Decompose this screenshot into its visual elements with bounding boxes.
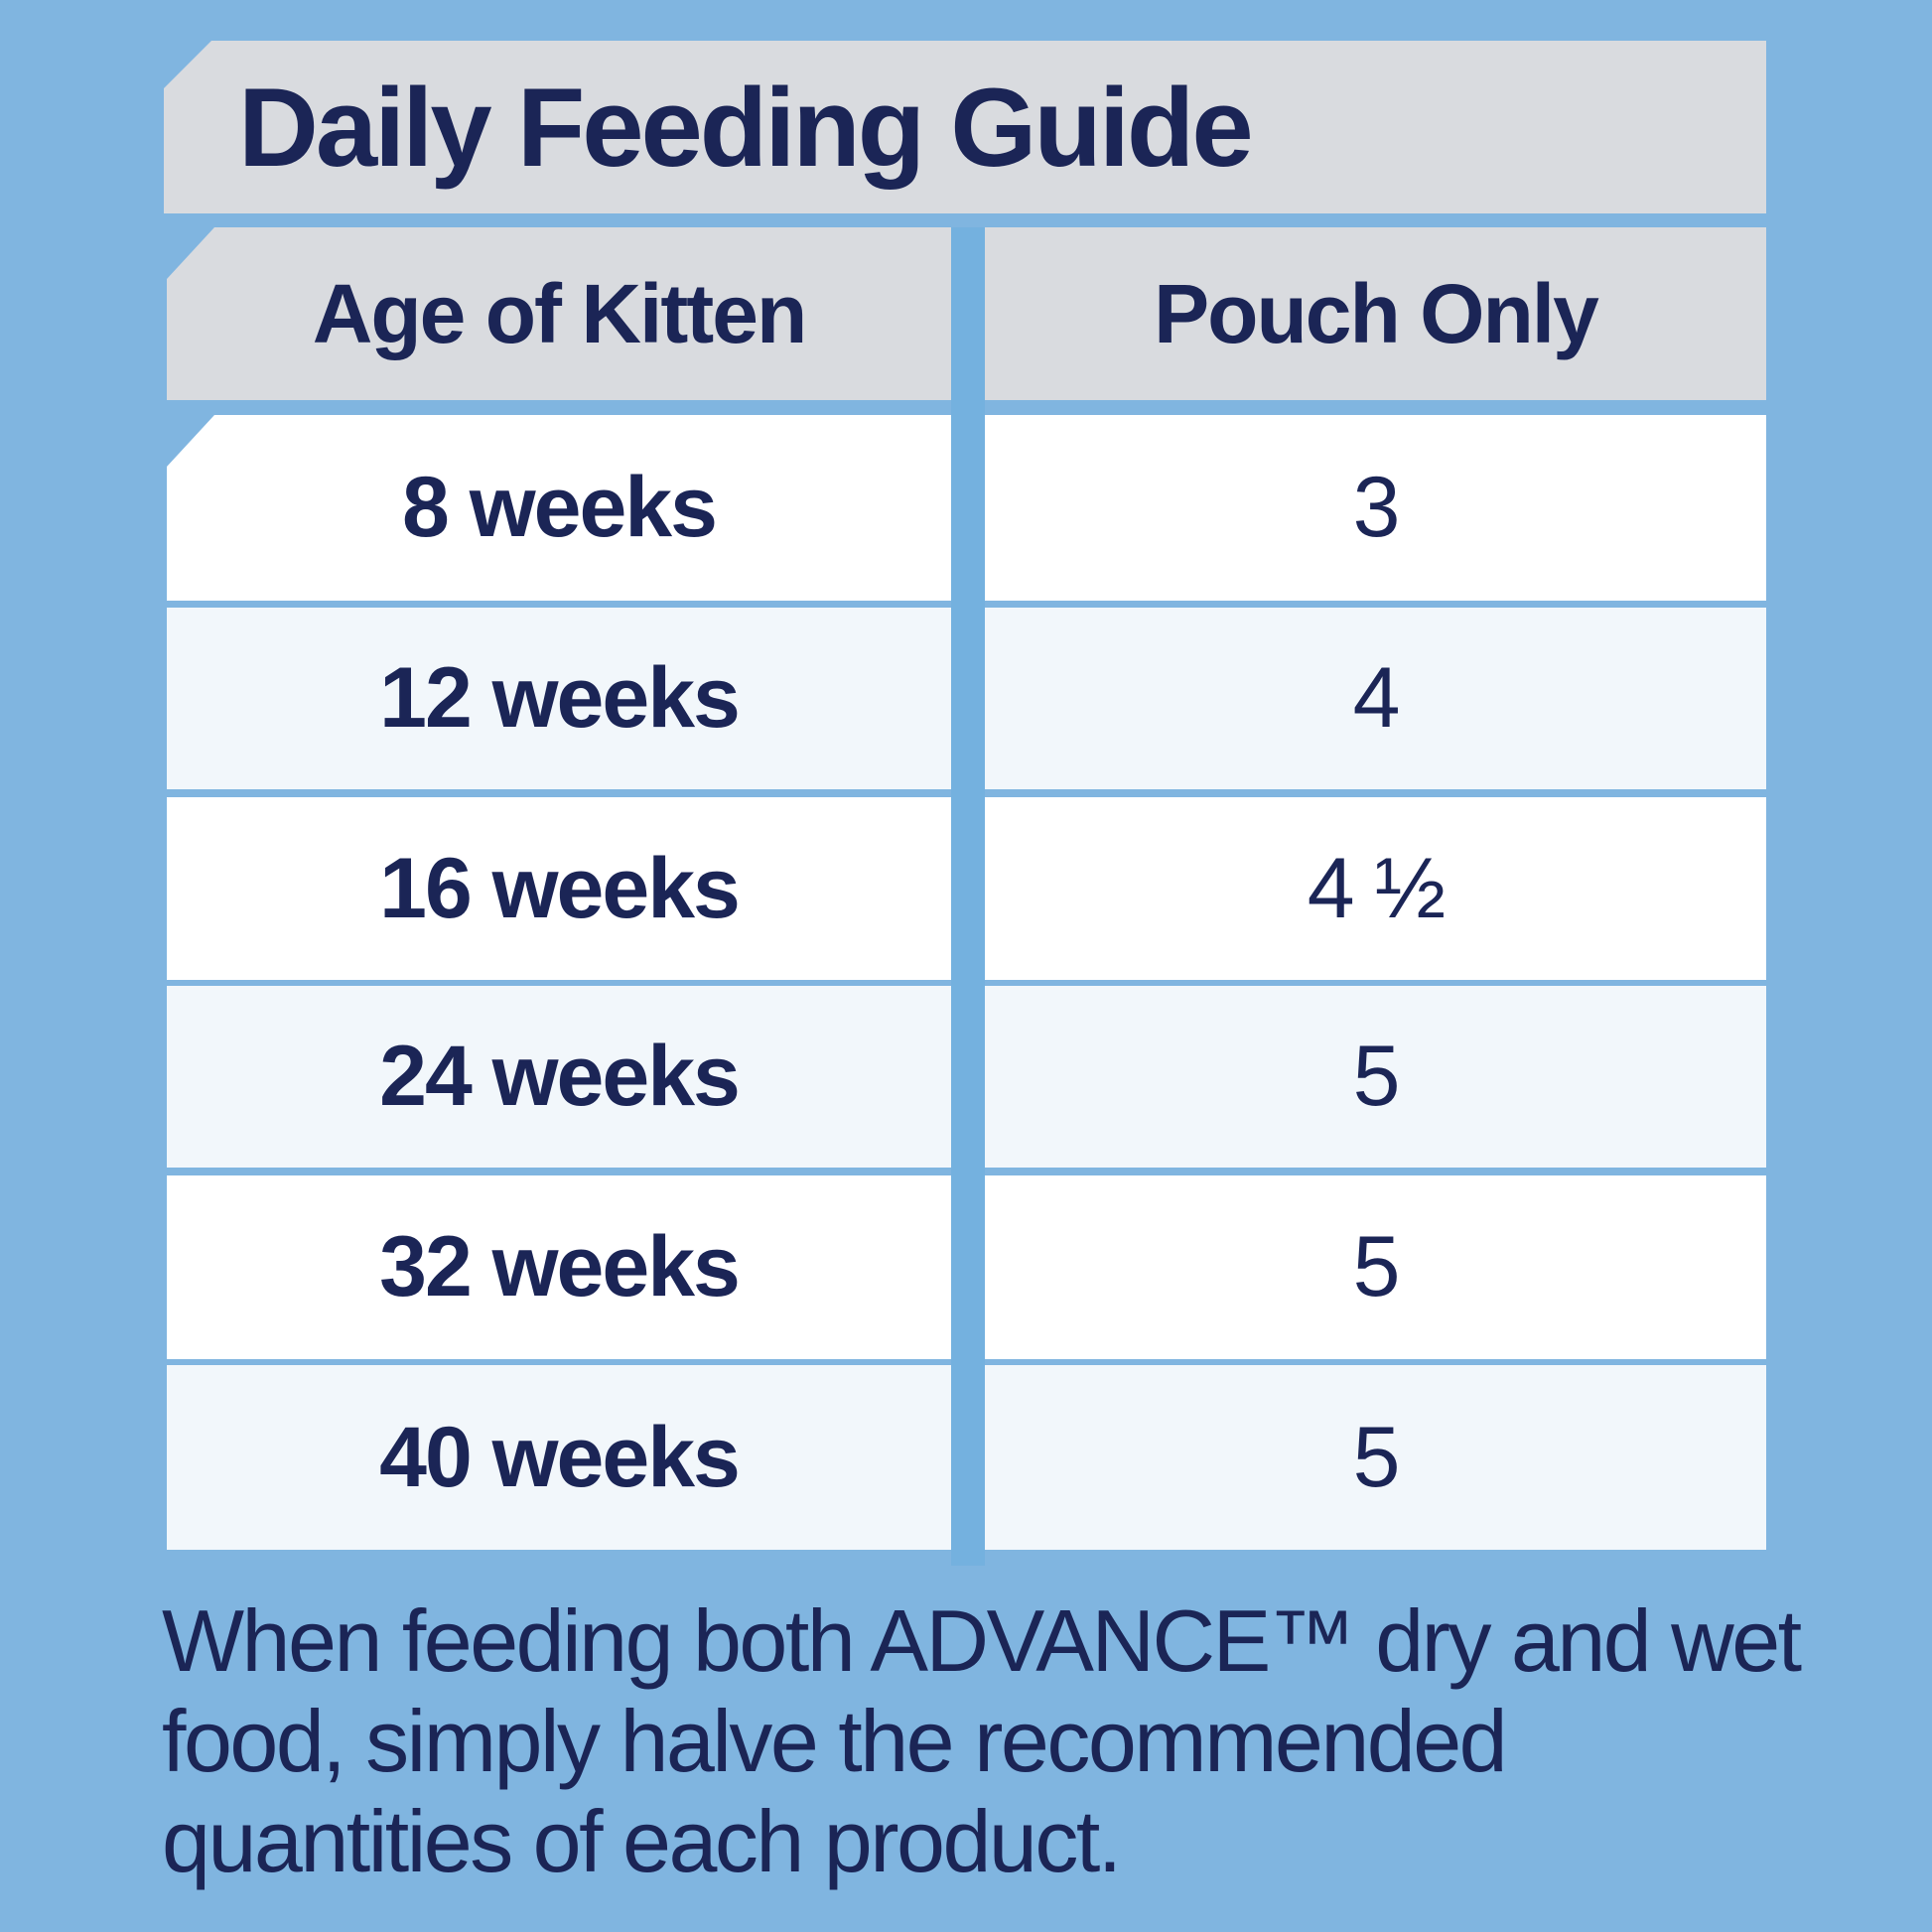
table-cell-age: 16 weeks: [167, 797, 951, 980]
table-cell-pouches: 5: [985, 1365, 1766, 1550]
table-cell-pouches: 5: [985, 1175, 1766, 1359]
age-value: 12 weeks: [379, 650, 741, 746]
table-cell-age: 12 weeks: [167, 608, 951, 789]
age-value: 32 weeks: [379, 1219, 741, 1314]
pouches-value: 5: [1352, 1029, 1401, 1124]
table-cell-age: 24 weeks: [167, 986, 951, 1168]
age-value: 16 weeks: [379, 840, 741, 936]
table-cell-age: 32 weeks: [167, 1175, 951, 1359]
feeding-note: When feeding both ADVANCE™ dry and wet f…: [162, 1591, 1802, 1890]
table-cell-pouches: 4: [985, 608, 1766, 789]
age-value: 8 weeks: [402, 460, 718, 555]
pouches-value: 4 ½: [1307, 840, 1446, 936]
header-age-label: Age of Kitten: [312, 266, 808, 360]
page-title: Daily Feeding Guide: [238, 65, 1254, 190]
header-pouch: Pouch Only: [985, 227, 1766, 400]
table-cell-pouches: 5: [985, 986, 1766, 1168]
age-value: 40 weeks: [379, 1409, 741, 1505]
age-value: 24 weeks: [379, 1029, 741, 1124]
header-age: Age of Kitten: [167, 227, 951, 400]
pouches-value: 3: [1352, 460, 1401, 555]
table-cell-age: 40 weeks: [167, 1365, 951, 1550]
table-cell-age: 8 weeks: [167, 415, 951, 601]
table-cell-pouches: 4 ½: [985, 797, 1766, 980]
pouches-value: 5: [1352, 1219, 1401, 1314]
title-banner: Daily Feeding Guide: [164, 41, 1766, 213]
header-pouch-label: Pouch Only: [1154, 266, 1599, 360]
table-cell-pouches: 3: [985, 415, 1766, 601]
column-divider: [951, 227, 985, 1566]
pouches-value: 4: [1352, 650, 1401, 746]
pouches-value: 5: [1352, 1409, 1401, 1505]
